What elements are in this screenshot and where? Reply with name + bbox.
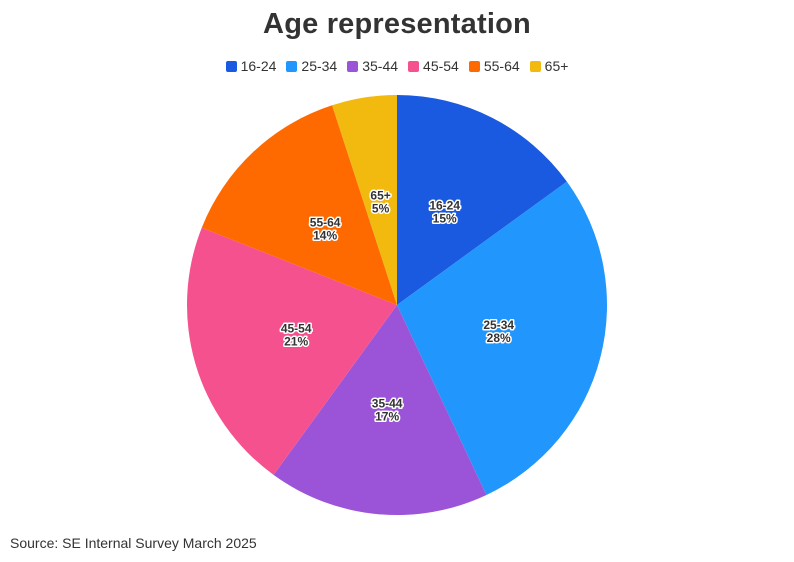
- pie-slice-16-24[interactable]: [397, 95, 567, 305]
- slice-category-label: 35-44: [372, 397, 403, 411]
- slice-category-label: 25-34: [483, 318, 514, 332]
- legend-label: 55-64: [483, 58, 520, 74]
- slice-category-label: 45-54: [281, 321, 312, 335]
- legend-item-55-64[interactable]: 55-64: [468, 58, 520, 74]
- legend-item-35-44[interactable]: 35-44: [347, 58, 398, 74]
- slice-value-label: 17%: [375, 410, 399, 424]
- legend-swatch: [468, 60, 480, 72]
- legend-label: 65+: [544, 58, 569, 74]
- slice-value-label: 14%: [313, 228, 337, 242]
- legend-label: 25-34: [301, 58, 338, 74]
- pie-slice-45-54[interactable]: [187, 227, 397, 475]
- pie-slice-25-34[interactable]: [397, 181, 608, 496]
- pie-slice-55-64[interactable]: [201, 105, 397, 305]
- legend-swatch: [347, 60, 359, 72]
- legend-label: 16-24: [240, 58, 277, 74]
- legend-item-45-54[interactable]: 45-54: [408, 58, 459, 74]
- pie-slice-65-plus[interactable]: [332, 95, 397, 305]
- legend-swatch: [286, 60, 298, 72]
- legend-item-25-34[interactable]: 25-34: [286, 58, 337, 74]
- chart-legend: 16-24 25-34 35-44 45-54 55-64 65+: [0, 58, 794, 74]
- legend-label: 45-54: [423, 58, 459, 74]
- legend-label: 35-44: [362, 58, 399, 74]
- chart-title: Age representation: [263, 8, 531, 40]
- legend-item-65-plus[interactable]: 65+: [529, 58, 569, 74]
- legend-swatch: [529, 60, 541, 72]
- slice-value-label: 15%: [433, 211, 457, 225]
- slice-category-label: 16-24: [429, 198, 460, 212]
- slice-category-label: 55-64: [310, 215, 341, 229]
- slice-value-label: 28%: [487, 331, 511, 345]
- slice-value-label: 21%: [284, 334, 308, 348]
- legend-swatch: [408, 60, 420, 72]
- chart-source-note: Source: SE Internal Survey March 2025: [10, 535, 257, 551]
- slice-category-label: 65+: [370, 188, 390, 202]
- legend-item-16-24[interactable]: 16-24: [225, 58, 277, 74]
- slice-value-label: 5%: [372, 201, 390, 215]
- pie-slice-35-44[interactable]: [273, 305, 487, 515]
- legend-swatch: [225, 60, 237, 72]
